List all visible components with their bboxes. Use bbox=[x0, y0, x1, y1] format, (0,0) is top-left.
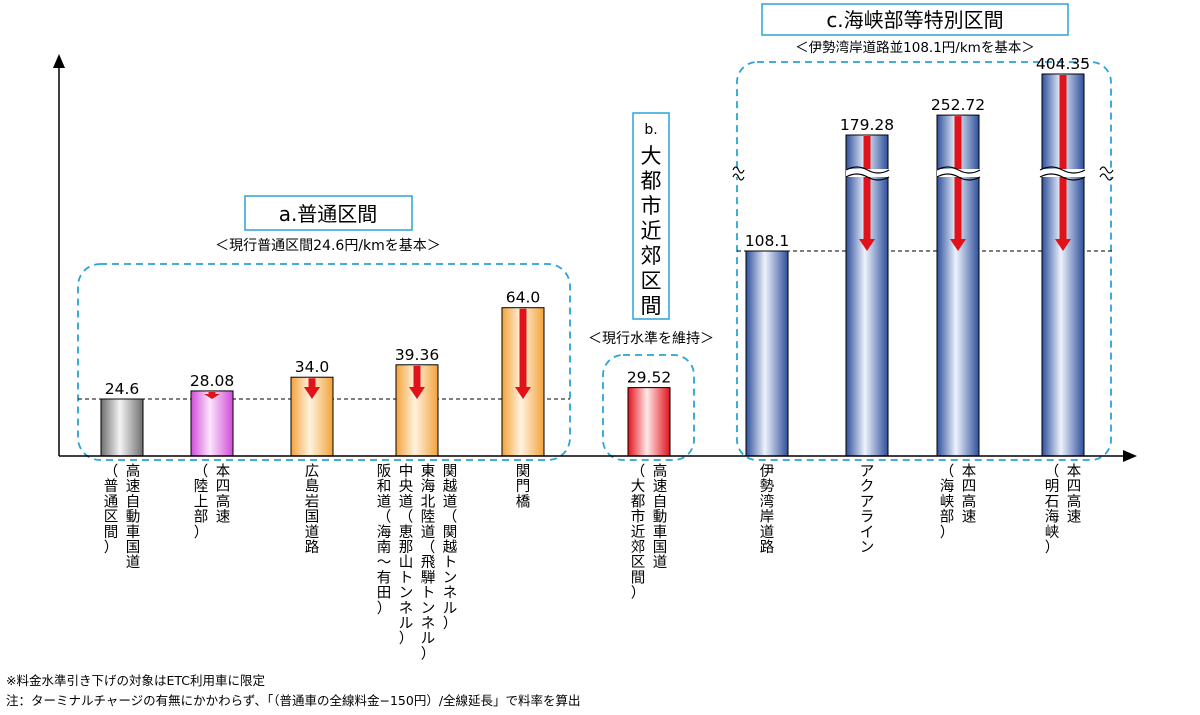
category-label-8-1: （海峡部） bbox=[940, 463, 955, 541]
break-gap-1 bbox=[846, 169, 889, 177]
break-wave-top-0 bbox=[732, 166, 745, 174]
group-c-title: c.海峡部等特別区間 bbox=[826, 8, 1003, 32]
arrow-shaft-7 bbox=[863, 136, 871, 239]
arrow-head-9 bbox=[1055, 239, 1071, 251]
bar-5 bbox=[627, 387, 671, 457]
category-label-4-0: 関門橋 bbox=[516, 464, 531, 510]
category-label-0-1: （普通区間） bbox=[104, 463, 119, 556]
break-wave-bottom-4 bbox=[1099, 173, 1114, 181]
break-wave-bottom-0 bbox=[732, 173, 745, 181]
break-wave-top-4 bbox=[1099, 166, 1114, 174]
bar-6 bbox=[745, 250, 789, 457]
category-label-0-0: 高速自動車国道 bbox=[126, 463, 141, 571]
arrow-shaft-9 bbox=[1059, 75, 1067, 239]
category-labels: 高速自動車国道 （普通区間） 本四高速 （陸上部） 広島岩国道路 関越道（関越トンネル） 東… bbox=[104, 463, 1082, 662]
group-b-frame bbox=[602, 354, 695, 461]
group-a-title: a.普通区間 bbox=[279, 202, 378, 226]
group-a-subtitle: ＜現行普通区間24.6円/kmを基本＞ bbox=[215, 237, 441, 254]
bar-7 bbox=[845, 134, 889, 457]
arrow-shaft-8 bbox=[954, 116, 962, 239]
category-label-6-0: 伊勢湾岸道路 bbox=[760, 463, 775, 556]
arrow-head-7 bbox=[859, 239, 875, 251]
note-etc: ※料金水準引き下げの対象はETC利用車に限定 bbox=[6, 673, 266, 688]
break-wave-bottom-2 bbox=[936, 173, 981, 181]
group-a-frame bbox=[77, 263, 571, 461]
category-label-2-0: 広島岩国道路 bbox=[305, 463, 320, 556]
data-label-9: 404.35 bbox=[1036, 55, 1090, 73]
arrow-shaft-2 bbox=[308, 378, 316, 387]
break-gap-2 bbox=[937, 169, 980, 177]
bar-1 bbox=[190, 390, 234, 457]
data-label-4: 64.0 bbox=[506, 289, 541, 307]
category-label-5-0: 高速自動車国道 bbox=[653, 463, 668, 571]
data-label-0: 24.6 bbox=[105, 380, 140, 398]
group-c-frame bbox=[736, 61, 1112, 461]
break-wave-top-2 bbox=[936, 166, 981, 174]
category-label-3-2: 中央道（恵那山トンネル） bbox=[399, 463, 414, 647]
arrow-shaft-3 bbox=[413, 365, 421, 387]
break-wave-top-1 bbox=[845, 166, 890, 174]
category-label-9-0: 本四高速 bbox=[1067, 463, 1082, 526]
break-gap-0 bbox=[733, 169, 744, 177]
break-wave-bottom-3 bbox=[1039, 173, 1086, 181]
category-label-7-0: アクアライン bbox=[860, 464, 875, 556]
data-label-5: 29.52 bbox=[627, 369, 671, 387]
data-label-6: 108.1 bbox=[745, 232, 789, 250]
group-b-title: 大都市近郊区間 bbox=[641, 144, 662, 318]
arrow-head-8 bbox=[950, 239, 966, 251]
arrow-head-2 bbox=[304, 387, 320, 399]
group-b-subtitle: ＜現行水準を維持＞ bbox=[588, 331, 714, 347]
group-a-title-box bbox=[244, 195, 413, 231]
arrow-shaft-4 bbox=[519, 308, 527, 387]
note-calculation: 注：ターミナルチャージの有無にかかわらず、「（普通車の全線料金−150円）/全線… bbox=[6, 693, 581, 708]
group-c-title-box bbox=[761, 3, 1069, 36]
break-gap-4 bbox=[1100, 169, 1113, 177]
category-label-1-0: 本四高速 bbox=[216, 463, 231, 526]
y-axis-arrowhead bbox=[53, 54, 65, 68]
data-label-7: 179.28 bbox=[840, 116, 894, 134]
group-c-subtitle: ＜伊勢湾岸道路並108.1円/kmを基本＞ bbox=[795, 39, 1035, 56]
category-label-9-1: （明石海峡） bbox=[1045, 463, 1060, 556]
group-b-title-prefix: b. bbox=[644, 122, 657, 138]
arrow-head-4 bbox=[515, 387, 531, 399]
data-label-3: 39.36 bbox=[395, 346, 439, 364]
data-label-8: 252.72 bbox=[931, 96, 985, 114]
arrow-shaft-1 bbox=[208, 391, 216, 395]
group-b-title-box bbox=[632, 112, 670, 320]
arrow-head-1 bbox=[204, 394, 220, 399]
category-label-3-3: 阪和道（海南～有田） bbox=[377, 463, 392, 617]
bar-0 bbox=[100, 398, 144, 457]
axis-break-marks bbox=[732, 166, 1114, 181]
break-wave-top-3 bbox=[1039, 166, 1086, 174]
break-gap-3 bbox=[1040, 169, 1085, 177]
arrow-head-3 bbox=[409, 387, 425, 399]
category-label-1-1: （陸上部） bbox=[194, 463, 209, 541]
data-label-1: 28.08 bbox=[190, 372, 234, 390]
bars: 24.6 28.08 34.0 39.36 64.0 29.52 108.1 179.28 25… bbox=[100, 55, 1090, 457]
break-wave-bottom-1 bbox=[845, 173, 890, 181]
data-label-2: 34.0 bbox=[295, 358, 330, 376]
category-label-3-1: 東海北陸道（飛騨トンネル） bbox=[421, 463, 436, 662]
category-label-5-1: （大都市近郊区間） bbox=[631, 463, 646, 602]
category-label-3-0: 関越道（関越トンネル） bbox=[443, 464, 458, 632]
x-axis-arrowhead bbox=[1123, 450, 1137, 462]
category-label-8-0: 本四高速 bbox=[962, 463, 977, 526]
